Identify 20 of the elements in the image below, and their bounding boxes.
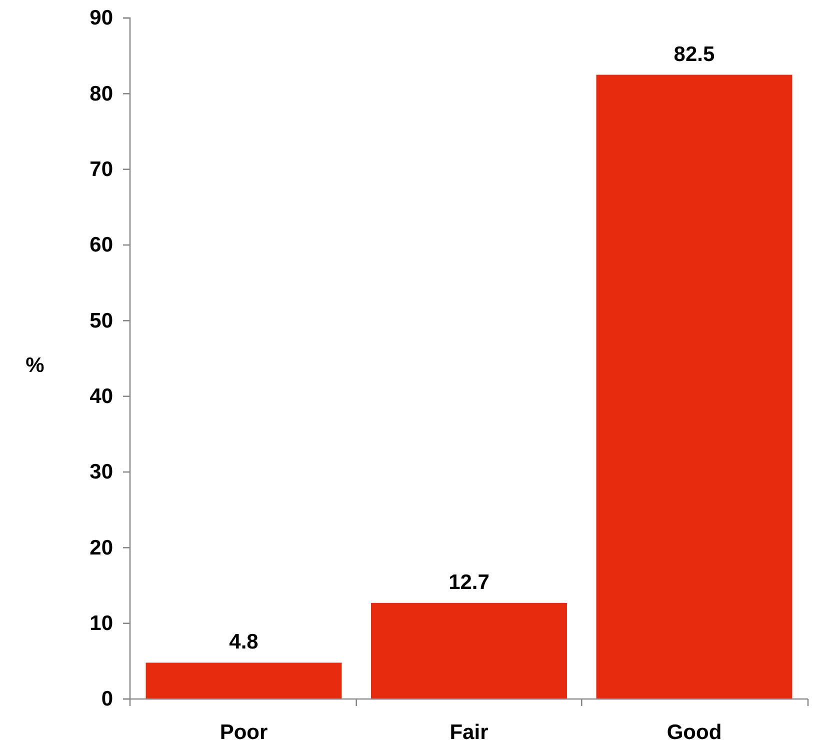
x-tick-label: Good — [666, 721, 722, 744]
y-tick-label: 30 — [90, 460, 113, 484]
bar — [596, 74, 792, 699]
y-tick-label: 40 — [90, 385, 113, 408]
y-tick-label: 50 — [90, 309, 113, 332]
bar — [371, 602, 567, 699]
y-tick-label: 60 — [90, 234, 113, 257]
data-label: 12.7 — [448, 570, 490, 594]
y-tick-label: 0 — [101, 688, 113, 711]
y-tick-label: 80 — [90, 82, 113, 106]
y-axis-title: % — [26, 354, 45, 377]
bar — [146, 662, 342, 699]
x-tick-label: Poor — [220, 721, 268, 744]
y-tick-label: 70 — [90, 158, 113, 182]
y-tick-label: 90 — [90, 6, 113, 30]
x-tick-label: Fair — [450, 721, 488, 744]
data-label: 82.5 — [674, 42, 716, 66]
y-tick-label: 10 — [90, 612, 113, 636]
y-tick-label: 20 — [90, 536, 113, 560]
data-label: 4.8 — [229, 630, 259, 654]
